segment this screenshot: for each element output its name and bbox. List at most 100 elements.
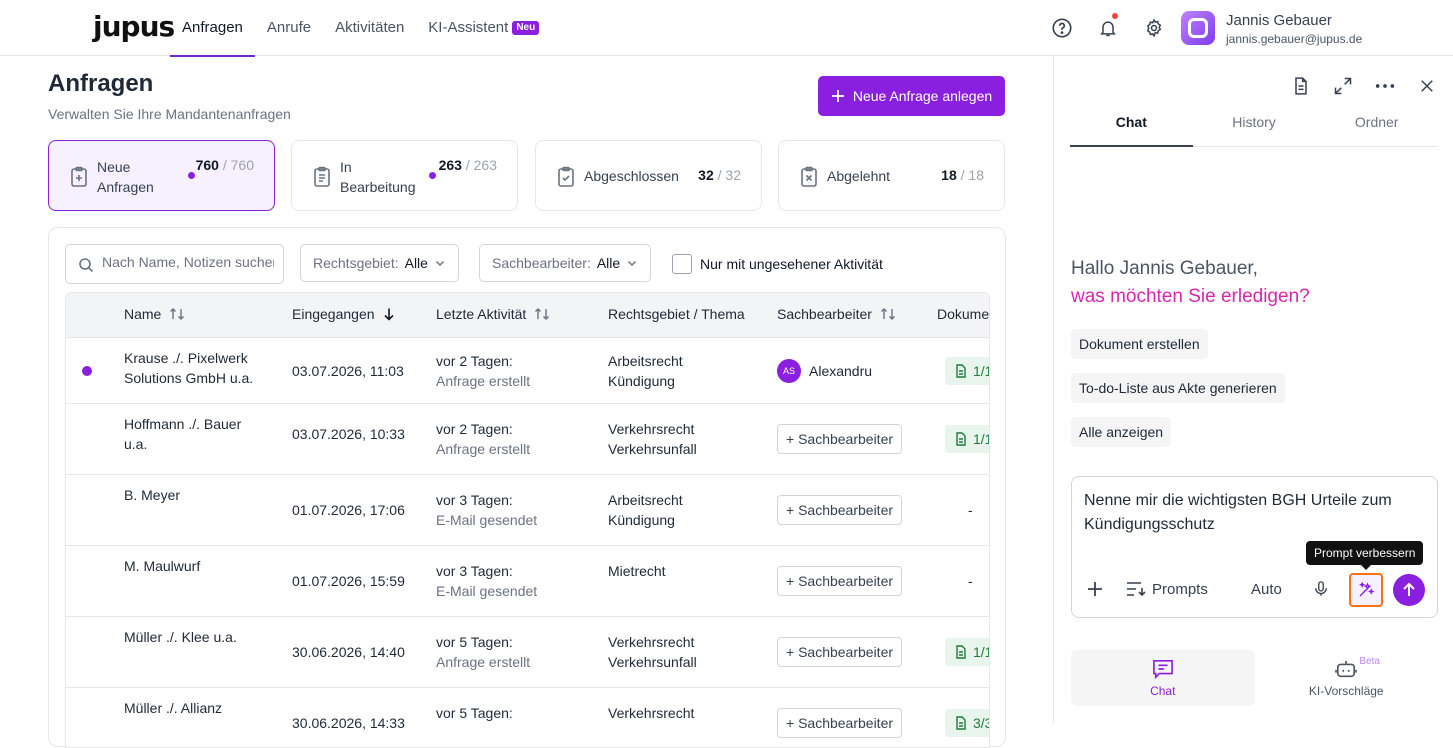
documents[interactable]: 1/1 [945,357,989,385]
received-date: 01.07.2026, 15:59 [292,573,405,589]
last-activity: vor 3 Tagen: E-Mail gesendet [436,492,538,528]
stat-card-in-bearbeitung[interactable]: In Bearbeitung 263 / 263 [291,140,518,211]
top-navigation-bar: jupus Anfragen Anrufe Aktivitäten KI-Ass… [0,0,1453,57]
received-date: 03.07.2026, 11:03 [292,363,404,379]
user-email: jannis.gebauer@jupus.de [1226,32,1363,46]
tab-ordner[interactable]: Ordner [1354,114,1399,130]
table-header: Name Eingegangen Letzte Aktivität Rechts… [66,293,989,338]
table-row[interactable]: Müller ./. Klee u.a. 30.06.2026, 14:40 v… [66,617,989,688]
bottom-nav-chat[interactable]: Chat [1071,650,1255,706]
document-icon[interactable] [1289,74,1313,98]
nav-label: Anrufe [266,19,312,36]
column-header-sachbearbeiter[interactable]: Sachbearbeiter [777,306,896,322]
assignee[interactable]: AS Alexandru [777,359,872,383]
prompts-button[interactable]: Prompts [1126,573,1208,605]
sort-icon [880,308,895,320]
client-name: M. Maulwurf [124,558,201,574]
assistant-tabs: Chat History Ordner [1070,106,1438,147]
table-row[interactable]: B. Meyer 01.07.2026, 17:06 vor 3 Tagen: E… [66,475,989,546]
table-row[interactable]: Müller ./. Allianz 30.06.2026, 14:33 vor… [66,688,989,747]
filter-value: Alle [404,255,428,271]
add-assignee-button[interactable]: + Sachbearbeiter [777,637,903,667]
rechtsgebiet-filter[interactable]: Rechtsgebiet: Alle [300,244,459,282]
more-options-icon[interactable] [1373,74,1397,98]
plus-icon [1088,582,1102,596]
add-attachment-button[interactable] [1086,573,1104,605]
documents[interactable]: 1/1 [945,425,989,453]
plus-icon [831,90,844,102]
panel-actions [1289,74,1439,98]
table-row[interactable]: M. Maulwurf 01.07.2026, 15:59 vor 3 Tage… [66,546,989,617]
add-assignee-button[interactable]: + Sachbearbeiter [777,708,903,738]
microphone-button[interactable] [1312,573,1330,605]
sachbearbeiter-filter[interactable]: Sachbearbeiter: Alle [479,244,652,282]
nav-label: Anfragen [182,19,243,36]
legal-area: Arbeitsrecht Kündigung [608,492,683,528]
nav-item-ki-assistent[interactable]: KI-Assistent Neu [416,0,551,56]
magic-wand-icon [1359,581,1375,597]
column-header-eingegangen[interactable]: Eingegangen [292,306,395,322]
nav-item-anrufe[interactable]: Anrufe [255,0,323,56]
send-button[interactable] [1393,574,1425,606]
stat-card-abgeschlossen[interactable]: Abgeschlossen 32 / 32 [535,140,762,211]
bottom-nav-ki-vorschlaege[interactable]: KI-Vorschläge Beta [1308,656,1384,698]
org-avatar[interactable] [1181,11,1215,45]
tab-chat[interactable]: Chat [1070,106,1193,147]
tab-history[interactable]: History [1232,114,1276,130]
gear-icon[interactable] [1142,16,1166,40]
microphone-icon [1315,581,1327,596]
stat-card-neue-anfragen[interactable]: Neue Anfragen 760 / 760 [48,140,275,211]
table-row[interactable]: Hoffmann ./. Bauer u.a. 03.07.2026, 10:33… [66,404,989,475]
improve-prompt-button[interactable] [1349,573,1383,607]
arrow-down-icon [383,308,394,321]
stat-card-abgelehnt[interactable]: Abgelehnt 18 / 18 [778,140,1005,211]
filter-label: Rechtsgebiet: [313,255,399,271]
legal-area: Verkehrsrecht [608,705,695,721]
model-mode-selector[interactable]: Auto [1251,580,1282,598]
bell-icon[interactable] [1096,13,1120,40]
received-date: 30.06.2026, 14:33 [292,715,405,731]
unseen-activity-toggle[interactable]: Nur mit ungesehener Aktivität [672,254,883,274]
document-icon [956,364,966,378]
nav-item-aktivitaeten[interactable]: Aktivitäten [323,0,416,56]
help-icon[interactable] [1050,16,1074,40]
last-activity: vor 2 Tagen: Anfrage erstellt [436,353,531,389]
search-input[interactable] [102,254,274,270]
show-all-chip[interactable]: Alle anzeigen [1071,417,1172,447]
stat-count: 263 / 263 [438,157,497,173]
add-assignee-button[interactable]: + Sachbearbeiter [777,566,903,596]
user-name[interactable]: Jannis Gebauer [1226,12,1332,29]
checkbox[interactable] [672,254,692,274]
beta-badge: Beta [1359,656,1380,667]
new-request-label: Neue Anfrage anlegen [852,88,993,104]
table-row[interactable]: Krause ./. Pixelwerk Solutions GmbH u.a. … [66,338,989,404]
clipboard-list-icon [314,166,330,187]
jupus-logo[interactable]: jupus [93,10,175,43]
close-icon[interactable] [1415,74,1439,98]
search-field[interactable] [65,244,284,284]
add-assignee-button[interactable]: + Sachbearbeiter [777,495,903,525]
documents[interactable]: 3/3 [945,709,989,737]
new-request-button[interactable]: Neue Anfrage anlegen [818,76,1005,116]
stat-count: 760 / 760 [195,157,254,173]
requests-card: Rechtsgebiet: Alle Sachbearbeiter: Alle … [48,227,1006,748]
documents[interactable]: 1/1 [945,638,989,666]
column-header-letzte-aktivitaet[interactable]: Letzte Aktivität [436,306,550,322]
suggestion-chip[interactable]: To-do-Liste aus Akte generieren [1071,373,1285,403]
suggestion-chip[interactable]: Dokument erstellen [1071,329,1208,359]
column-header-name[interactable]: Name [124,306,185,322]
last-activity: vor 5 Tagen: Anfrage erstellt [436,634,531,670]
expand-icon[interactable] [1331,74,1355,98]
search-icon [79,258,94,273]
add-assignee-button[interactable]: + Sachbearbeiter [777,424,903,454]
nav-label: KI-Assistent [428,19,509,36]
received-date: 01.07.2026, 17:06 [292,502,405,518]
stat-count: 32 / 32 [698,167,741,183]
stat-label: Neue Anfragen [97,159,154,195]
notification-dot [1112,13,1118,19]
nav-item-anfragen[interactable]: Anfragen [170,0,255,57]
documents: - [968,502,973,518]
chat-input[interactable]: Nenne mir die wichtigsten BGH Urteile zu… [1084,492,1392,533]
legal-area: Arbeitsrecht Kündigung [608,353,683,389]
avatar: AS [777,359,801,383]
